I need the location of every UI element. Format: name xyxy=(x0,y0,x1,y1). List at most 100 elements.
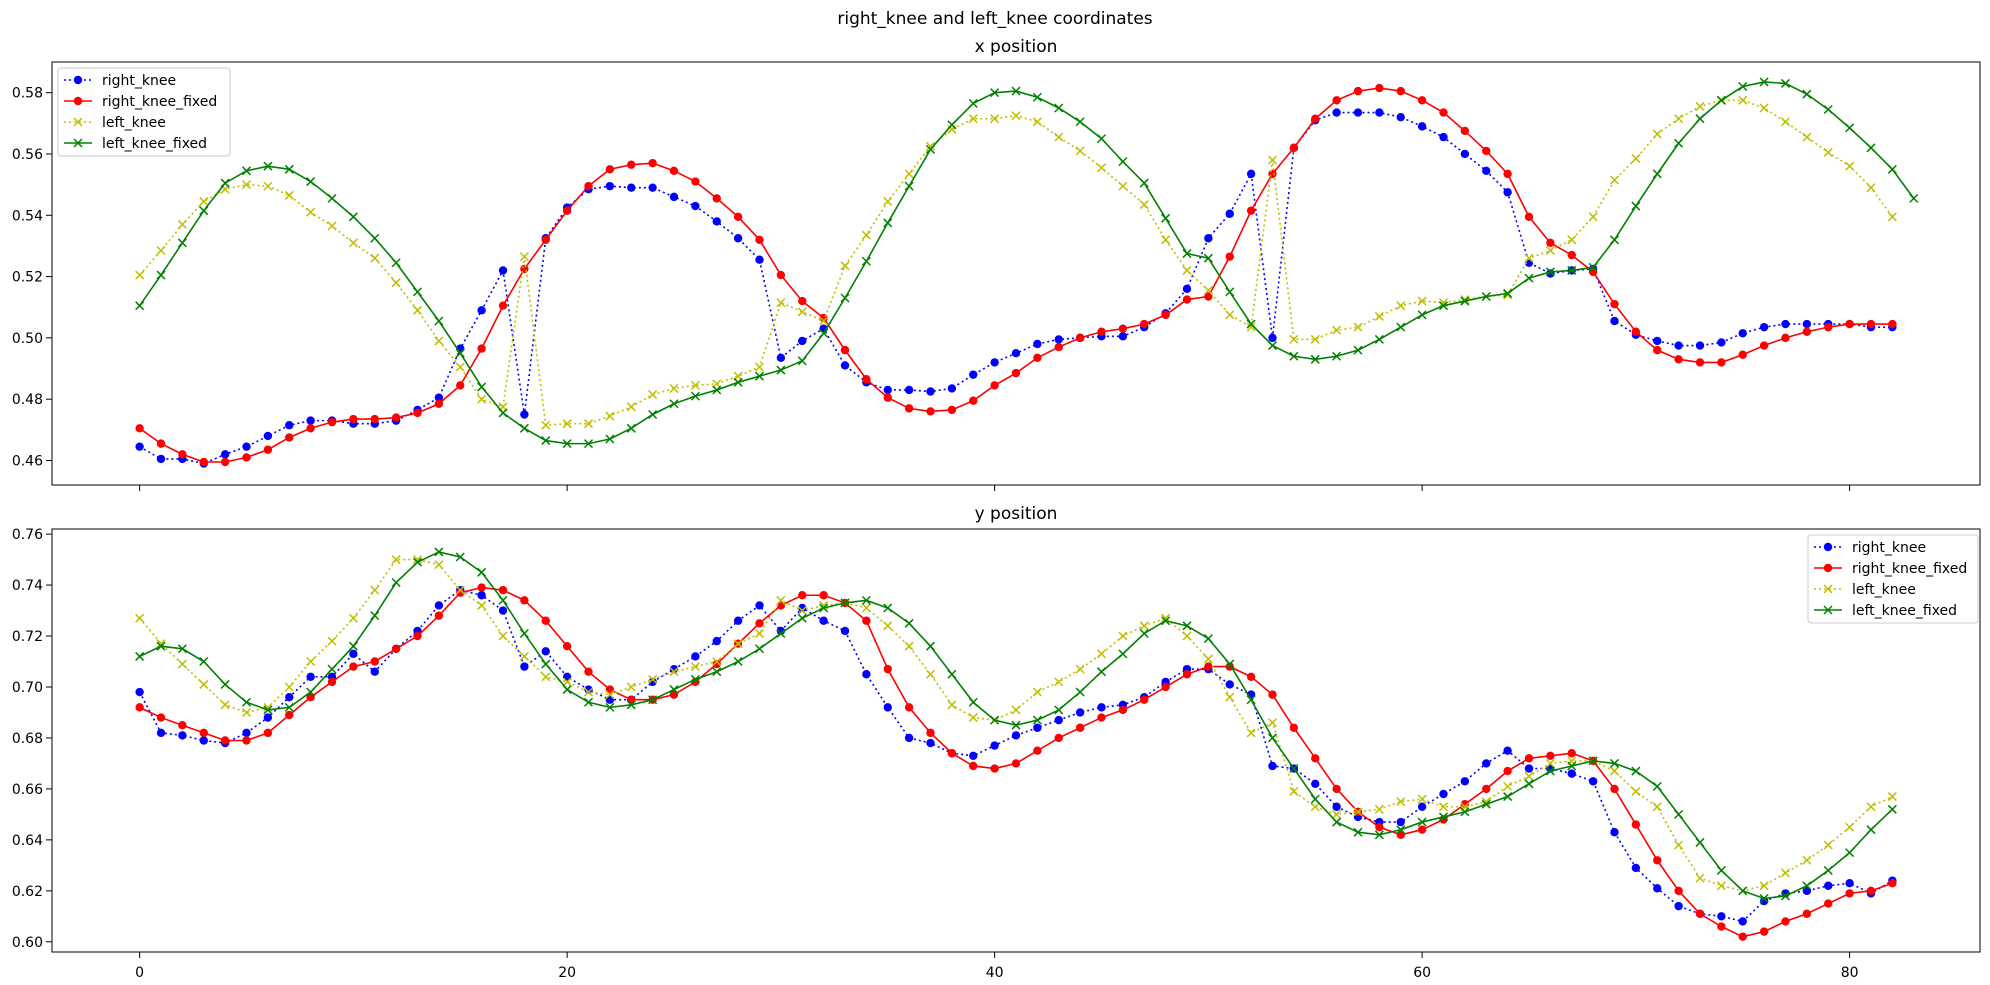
data-point xyxy=(1823,840,1833,850)
data-point xyxy=(1139,178,1149,188)
data-point xyxy=(1524,212,1534,221)
data-point xyxy=(1225,692,1235,702)
data-point xyxy=(156,454,166,464)
data-point xyxy=(626,402,636,412)
data-point xyxy=(883,393,892,402)
data-point xyxy=(1567,235,1577,245)
data-point xyxy=(1161,213,1171,223)
data-point xyxy=(1524,779,1534,789)
y-tick-label: 0.54 xyxy=(12,208,43,224)
data-point xyxy=(1695,873,1705,883)
data-point xyxy=(177,219,187,229)
data-point xyxy=(1674,114,1684,124)
data-point xyxy=(455,585,465,595)
data-point xyxy=(1759,881,1769,891)
data-point xyxy=(840,261,850,271)
data-point xyxy=(1588,267,1598,277)
data-point xyxy=(947,405,957,415)
data-point xyxy=(434,316,444,326)
data-point xyxy=(819,591,828,600)
data-point xyxy=(904,618,914,628)
data-point xyxy=(1609,766,1620,776)
data-point xyxy=(520,596,529,605)
data-point xyxy=(755,619,764,628)
data-point xyxy=(391,644,401,653)
data-point xyxy=(1246,322,1256,332)
data-point xyxy=(776,626,786,636)
data-point xyxy=(135,703,144,712)
data-point xyxy=(904,733,914,743)
data-point xyxy=(1524,764,1534,773)
data-point xyxy=(1375,822,1384,832)
data-point xyxy=(1011,705,1021,715)
data-point xyxy=(177,238,187,248)
data-point xyxy=(1310,354,1320,364)
data-point xyxy=(135,301,145,311)
data-point xyxy=(925,141,936,151)
data-point xyxy=(349,649,358,659)
series-right_knee xyxy=(135,585,1897,926)
data-point xyxy=(498,408,508,418)
data-point xyxy=(477,600,487,610)
data-point xyxy=(648,409,658,420)
data-point xyxy=(1545,245,1555,256)
data-point xyxy=(776,298,786,308)
y-tick-label: 0.68 xyxy=(12,731,43,747)
data-point xyxy=(1374,830,1384,840)
data-point xyxy=(263,705,273,715)
legend-marker xyxy=(1823,563,1833,573)
data-point xyxy=(541,647,550,656)
data-point xyxy=(456,381,465,390)
data-point xyxy=(1780,868,1791,878)
data-point xyxy=(990,358,999,367)
data-point xyxy=(1289,143,1299,153)
data-point xyxy=(1824,881,1833,890)
data-point xyxy=(1610,316,1619,326)
data-point xyxy=(1203,285,1213,295)
data-point xyxy=(1438,301,1449,311)
data-point xyxy=(1096,667,1107,677)
data-point xyxy=(1374,334,1384,344)
data-point xyxy=(1674,138,1684,148)
data-point xyxy=(1482,759,1491,768)
data-point xyxy=(1139,621,1149,631)
data-point xyxy=(1310,794,1320,804)
data-point xyxy=(583,687,594,697)
axes-frame xyxy=(51,528,1981,953)
data-point xyxy=(1780,891,1791,901)
data-point xyxy=(241,707,252,718)
data-point xyxy=(712,636,721,646)
data-point xyxy=(990,741,999,750)
data-point xyxy=(348,641,358,651)
plot-area xyxy=(135,547,1897,941)
data-point xyxy=(648,677,657,687)
data-point xyxy=(1417,817,1427,827)
data-point xyxy=(1482,166,1491,176)
data-point xyxy=(1332,96,1341,105)
data-point xyxy=(883,603,893,613)
data-point xyxy=(1546,238,1555,248)
data-point xyxy=(1161,616,1171,626)
data-point xyxy=(1781,319,1790,329)
data-point xyxy=(1674,901,1683,911)
data-point xyxy=(648,674,658,684)
data-point xyxy=(1695,114,1705,124)
data-point xyxy=(1759,322,1769,332)
data-point xyxy=(1182,670,1192,679)
data-point xyxy=(1524,771,1534,781)
data-point xyxy=(1054,715,1063,725)
data-point xyxy=(1524,273,1534,283)
data-point xyxy=(1203,253,1213,263)
y-tick-label: 0.52 xyxy=(12,270,43,286)
data-point xyxy=(412,557,423,567)
data-point xyxy=(434,601,444,610)
data-point xyxy=(220,736,230,745)
data-point xyxy=(1054,335,1063,344)
data-point xyxy=(263,445,273,454)
data-point xyxy=(1545,267,1555,277)
data-point xyxy=(434,547,444,557)
data-point xyxy=(242,453,251,462)
data-point xyxy=(1011,720,1021,730)
data-point xyxy=(968,713,978,723)
